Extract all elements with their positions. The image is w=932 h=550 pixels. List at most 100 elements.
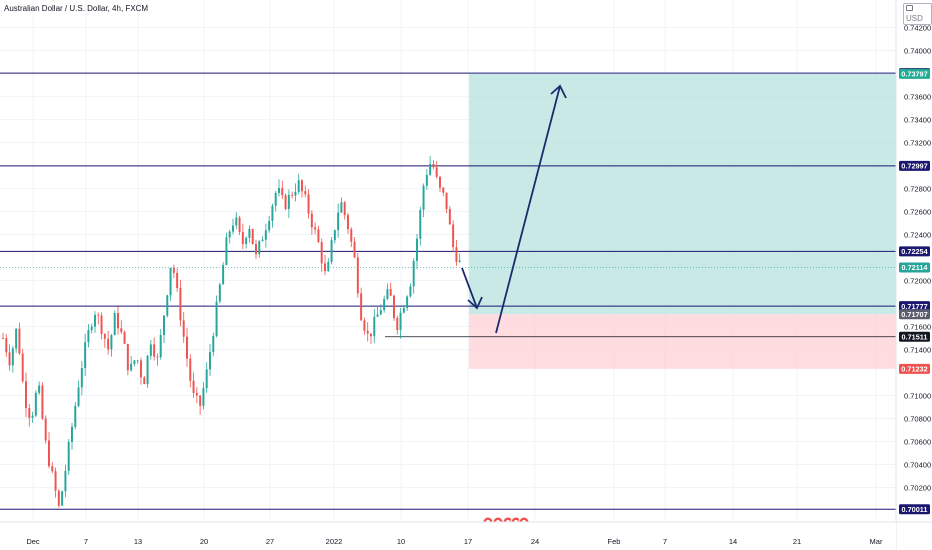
candle-body <box>248 228 251 238</box>
price-badge-0.71707[interactable] <box>899 309 930 320</box>
candle-body <box>284 195 287 210</box>
candle-body <box>353 241 356 258</box>
candle-body <box>425 174 428 186</box>
candle-body <box>373 316 376 337</box>
candle-body <box>241 231 244 245</box>
profit-zone[interactable] <box>469 73 896 315</box>
x-tick-label: 10 <box>397 537 405 546</box>
price-badge-0.71232[interactable] <box>899 363 930 374</box>
candle-body <box>71 426 73 443</box>
candle-body <box>327 261 330 272</box>
candle-body <box>64 470 67 492</box>
candle-body <box>130 363 133 371</box>
candle-body <box>90 326 93 331</box>
candle-body <box>31 415 34 418</box>
candle-body <box>117 313 119 329</box>
x-tick-label: 13 <box>134 537 142 546</box>
candle-body <box>261 239 264 242</box>
candle-body <box>67 442 70 471</box>
price-badge-label: 0.71232 <box>901 365 927 374</box>
candle-body <box>149 344 152 356</box>
candle-body <box>333 230 336 241</box>
candle-body <box>218 284 221 302</box>
currency-label: USD <box>906 14 923 23</box>
price-badge-0.71777[interactable] <box>899 301 930 312</box>
candle-body <box>435 167 438 177</box>
candle-body <box>396 317 399 331</box>
candle-body <box>402 308 405 313</box>
candle-body <box>97 314 100 316</box>
price-badge-0.72997[interactable] <box>899 160 930 171</box>
candle-body <box>163 315 165 335</box>
candle-body <box>120 328 123 333</box>
candle-body <box>376 314 379 317</box>
x-tick-label: 7 <box>663 537 667 546</box>
candle-body <box>307 194 310 214</box>
candle-body <box>182 320 185 337</box>
candle-body <box>317 229 320 243</box>
candle-body <box>126 343 129 371</box>
candle-body <box>199 395 202 406</box>
candle-body <box>172 268 175 273</box>
candle-body <box>281 188 284 196</box>
y-tick-label: 0.72600 <box>904 208 931 217</box>
candle-body <box>225 237 228 265</box>
candle-body <box>255 244 257 255</box>
candle-body <box>209 352 211 370</box>
candle-body <box>113 313 116 336</box>
candle-body <box>159 334 162 358</box>
candle-body <box>412 260 415 287</box>
currency-selector[interactable]: USD <box>903 3 932 25</box>
price-badge-0.72254[interactable] <box>899 246 930 257</box>
candle-body <box>61 491 64 506</box>
candle-body <box>268 220 271 231</box>
y-tick-label: 0.73400 <box>904 116 931 125</box>
candle-body <box>80 368 83 388</box>
candle-body <box>416 238 418 261</box>
y-tick-label: 0.70400 <box>904 461 931 470</box>
price-badge-label: 0.72997 <box>901 162 927 171</box>
candle-body <box>297 180 300 192</box>
candle-body <box>422 185 425 210</box>
candle-body <box>442 187 445 193</box>
candle-body <box>166 295 169 316</box>
candle-body <box>406 296 409 309</box>
candle-body <box>360 293 363 321</box>
candle-body <box>432 163 435 168</box>
candle-body <box>87 330 90 343</box>
price-badge-0.73797[interactable] <box>899 68 930 79</box>
candle-body <box>393 295 395 318</box>
candle-body <box>320 242 323 264</box>
candle-body <box>176 272 179 289</box>
price-badge-0.71511[interactable] <box>899 331 930 342</box>
candle-body <box>228 231 231 238</box>
candle-body <box>153 344 156 357</box>
candle-body <box>186 336 188 359</box>
x-tick-label: Mar <box>870 537 883 546</box>
arrow-down-line[interactable] <box>461 267 478 309</box>
arrow-up-line[interactable] <box>495 85 561 334</box>
candle-body <box>48 440 50 467</box>
candle-body <box>15 328 18 349</box>
candle-body <box>386 289 389 299</box>
candle-body <box>337 212 340 231</box>
candle-body <box>222 264 225 285</box>
candle-body <box>304 191 307 195</box>
candle-body <box>238 217 241 232</box>
candle-body <box>84 342 87 369</box>
lock-icon <box>906 5 913 11</box>
price-badge-0.72114[interactable] <box>899 262 930 273</box>
candle-body <box>452 224 455 248</box>
candle-body <box>356 257 359 294</box>
price-axis[interactable] <box>896 0 932 550</box>
price-badge-label: 0.70011 <box>902 505 928 514</box>
candle-body <box>389 289 392 296</box>
time-axis[interactable] <box>0 522 896 550</box>
price-badge-0.70011[interactable] <box>899 504 930 515</box>
candle-body <box>123 332 126 344</box>
candle-body <box>347 215 349 230</box>
candle-body <box>11 348 14 366</box>
candle-body <box>205 369 208 389</box>
loss-zone[interactable] <box>469 314 896 369</box>
